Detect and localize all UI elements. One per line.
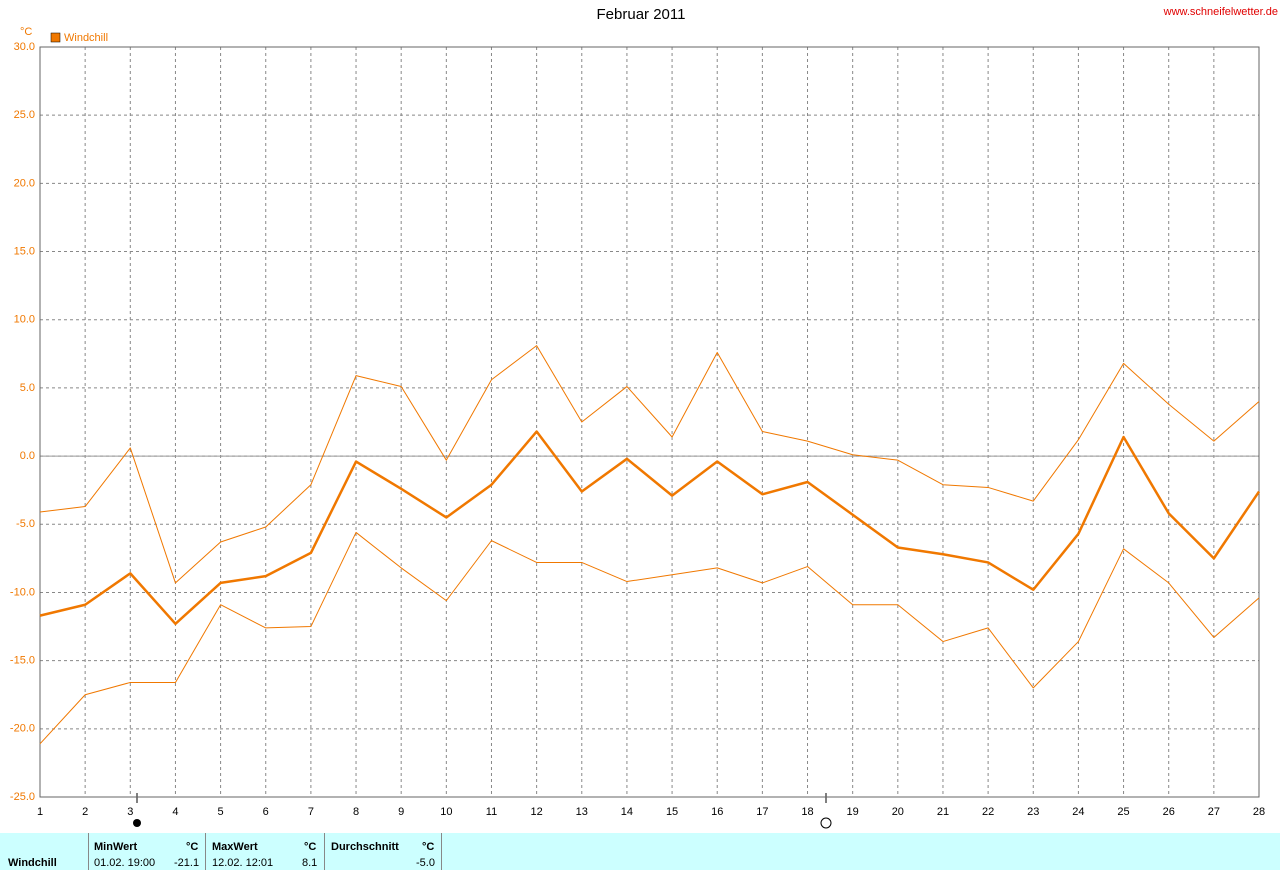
header: MaxWert [212, 841, 258, 853]
value: 8.1 [302, 857, 318, 869]
x-tick-label: 10 [440, 806, 452, 818]
x-tick-label: 5 [218, 806, 224, 818]
x-tick-label: 28 [1253, 806, 1265, 818]
y-unit: °C [20, 26, 32, 38]
separator [205, 833, 206, 870]
x-tick-label: 25 [1117, 806, 1129, 818]
unit: °C [304, 841, 317, 853]
y-tick-label: -15.0 [10, 655, 35, 667]
x-tick-label: 19 [847, 806, 859, 818]
legend-swatch [50, 32, 61, 43]
chart-title: Februar 2011 [597, 6, 686, 23]
separator [324, 833, 325, 870]
x-tick-label: 26 [1163, 806, 1175, 818]
separator [441, 833, 442, 870]
y-tick-label: 25.0 [14, 109, 35, 121]
y-tick-label: -25.0 [10, 791, 35, 803]
x-tick-label: 18 [801, 806, 813, 818]
y-tick-label: 0.0 [20, 450, 35, 462]
x-tick-label: 7 [308, 806, 314, 818]
value: -5.0 [416, 857, 435, 869]
y-tick-label: 15.0 [14, 245, 35, 257]
separator [88, 833, 89, 870]
x-tick-label: 12 [531, 806, 543, 818]
x-tick-label: 11 [486, 806, 497, 818]
plot-frame [39, 46, 1260, 798]
series-line [39, 430, 1261, 626]
x-tick-label: 9 [398, 806, 404, 818]
moon-icon [820, 817, 832, 829]
y-tick-label: -5.0 [16, 518, 35, 530]
legend-label: Windchill [64, 32, 108, 44]
header: Durchschnitt [331, 841, 399, 853]
time: 12.02. 12:01 [212, 857, 274, 869]
x-tick-label: 21 [937, 806, 949, 818]
x-tick-label: 8 [353, 806, 359, 818]
series-line [39, 345, 1260, 584]
series-line [39, 531, 1260, 745]
value: -21.1 [174, 857, 200, 869]
x-tick-label: 16 [711, 806, 723, 818]
y-tick-label: 5.0 [20, 382, 35, 394]
x-tick-label: 27 [1208, 806, 1220, 818]
y-tick-label: -20.0 [10, 723, 35, 735]
x-tick-label: 13 [576, 806, 588, 818]
x-tick-label: 14 [621, 806, 633, 818]
x-tick-label: 15 [666, 806, 678, 818]
unit: °C [422, 841, 435, 853]
x-tick-label: 24 [1072, 806, 1084, 818]
x-tick-label: 17 [756, 806, 768, 818]
unit: °C [186, 841, 199, 853]
x-tick-label: 23 [1027, 806, 1039, 818]
header: MinWert [94, 841, 138, 853]
source: www.schneifelwetter.de [1163, 6, 1278, 18]
x-tick-label: 3 [127, 806, 133, 818]
x-tick-label: 20 [892, 806, 904, 818]
x-tick-label: 6 [263, 806, 269, 818]
summary-panel: Windchill MinWert °C 01.02. 19:00 -21.1 … [0, 833, 1280, 870]
y-tick-label: 10.0 [14, 314, 35, 326]
y-tick-label: -10.0 [10, 586, 35, 598]
y-tick-label: 30.0 [14, 41, 35, 53]
moon-icon [133, 819, 141, 827]
x-tick-label: 2 [82, 806, 88, 818]
time: 01.02. 19:00 [94, 857, 156, 869]
row-label: Windchill [8, 857, 57, 869]
x-tick-label: 4 [172, 806, 178, 818]
x-tick-label: 1 [37, 806, 43, 818]
x-tick-label: 22 [982, 806, 994, 818]
y-tick-label: 20.0 [14, 177, 35, 189]
chart: Februar 2011 www.schneifelwetter.de °C -… [10, 6, 1278, 829]
